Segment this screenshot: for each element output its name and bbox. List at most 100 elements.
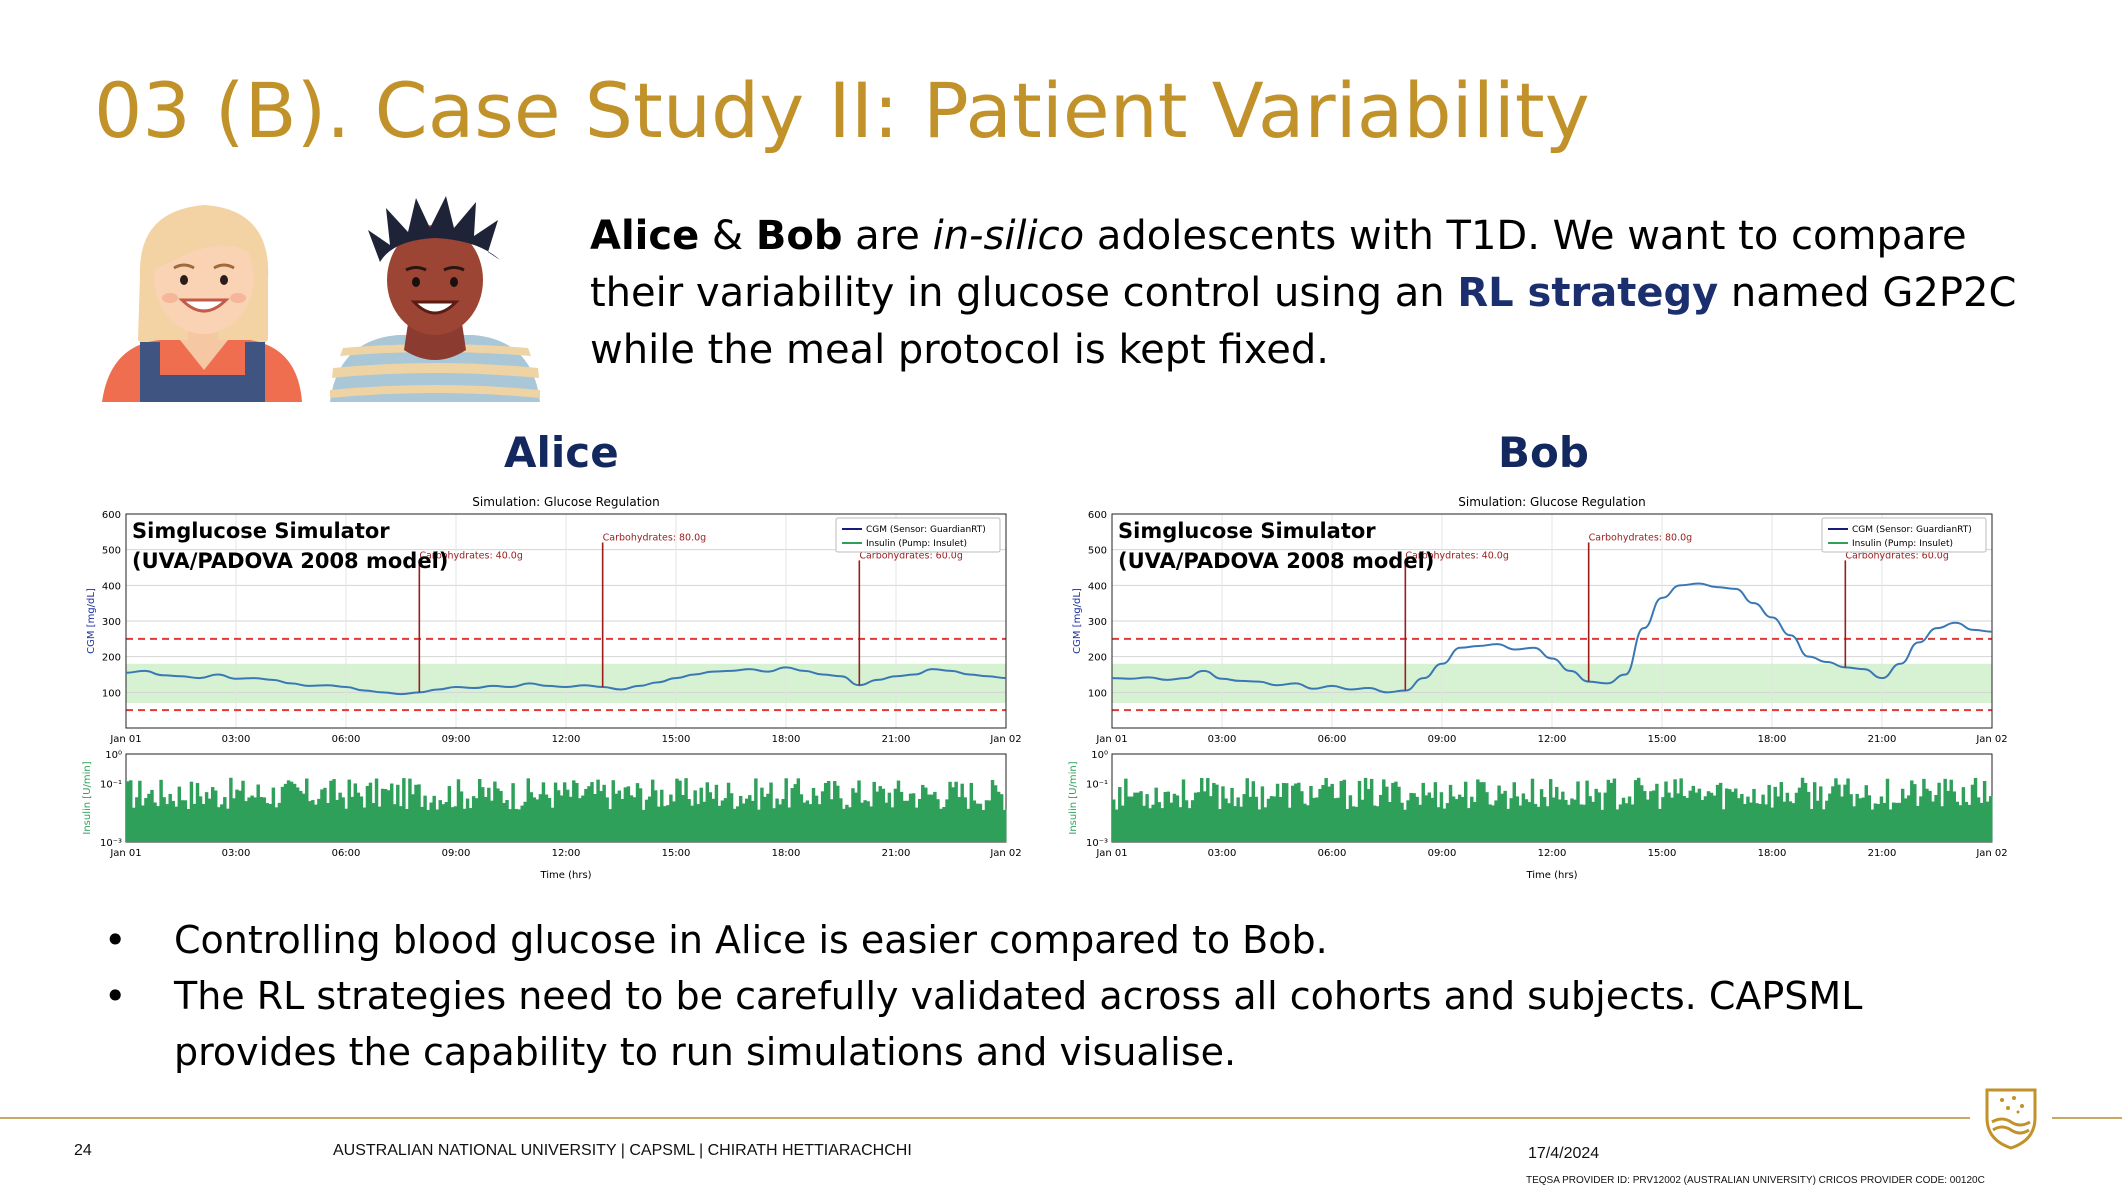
insulin-bar [823, 782, 828, 842]
insulin-bar [811, 787, 816, 842]
insulin-bar [514, 808, 518, 842]
insulin-bar [1336, 797, 1340, 842]
footer-date: 17/4/2024 [1528, 1145, 1600, 1162]
intro-text: & [699, 213, 756, 259]
insulin-bar [235, 789, 239, 842]
overlay-subtitle: (UVA/PADOVA 2008 model) [132, 549, 448, 573]
insulin-bar [1882, 802, 1887, 842]
insulin-bar [1369, 778, 1374, 842]
insulin-bar [1664, 781, 1668, 842]
insulin-bar [1564, 799, 1568, 842]
insulin-bar [1412, 793, 1416, 842]
insulin-bar [547, 797, 552, 842]
insulin-bar [1734, 788, 1738, 842]
insulin-bar [1333, 798, 1337, 842]
insulin-bar [1958, 805, 1963, 842]
x-tick-label: Jan 01 [1095, 734, 1127, 745]
insulin-bar [717, 805, 722, 842]
insulin-bar [1606, 779, 1611, 842]
insulin-bar [781, 798, 785, 842]
insulin-bar [839, 798, 843, 842]
insulin-bar [720, 800, 725, 842]
insulin-bar [1737, 798, 1741, 842]
insulin-bar [1570, 798, 1574, 842]
insulin-bar [1925, 788, 1929, 842]
insulin-bar [1703, 796, 1708, 842]
insulin-bar [939, 808, 943, 842]
bullet-list: • Controlling blood glucose in Alice is … [100, 912, 2000, 1080]
intro-text: named G2P2C while the meal protocol is k… [590, 270, 2017, 373]
insulin-bar [1979, 802, 1984, 842]
insulin-bar [1248, 796, 1252, 842]
insulin-bar [1806, 791, 1811, 842]
chart-title: Simulation: Glucose Regulation [472, 495, 659, 509]
insulin-bar [857, 780, 861, 842]
y-tick-label: 300 [1088, 617, 1107, 628]
cgm-series-line [1111, 582, 1993, 694]
insulin-bar [396, 784, 400, 842]
insulin-bar [981, 809, 986, 842]
insulin-bar [423, 795, 427, 842]
insulin-bar [550, 807, 555, 842]
insulin-bar [854, 792, 858, 842]
insulin-bar [402, 778, 406, 842]
y-tick-label: 100 [102, 688, 121, 699]
insulin-bar [863, 800, 867, 842]
insulin-bar [465, 798, 470, 842]
insulin-bar [1169, 802, 1174, 842]
insulin-bar [1521, 793, 1526, 842]
insulin-bar [411, 794, 415, 842]
insulin-bar [210, 787, 215, 842]
insulin-bar [802, 802, 807, 842]
insulin-bar [1888, 809, 1893, 842]
insulin-bar [338, 792, 342, 842]
insulin-bar [714, 784, 719, 842]
insulin-bar [833, 781, 837, 842]
insulin-bar [286, 780, 291, 842]
insulin-bar [559, 795, 564, 842]
insulin-bar [1724, 788, 1729, 842]
insulin-bar [1913, 784, 1917, 842]
insulin-bar [1318, 788, 1322, 842]
insulin-bar [945, 799, 949, 842]
x-tick-label: 12:00 [552, 734, 581, 745]
insulin-bar [232, 798, 236, 842]
insulin-bar [1667, 792, 1671, 842]
insulin-bar [1928, 790, 1932, 842]
insulin-bar [1464, 781, 1468, 842]
insulin-bar [1670, 797, 1674, 842]
insulin-bar [229, 777, 233, 842]
insulin-bar [1230, 787, 1234, 842]
insulin-bar [990, 780, 995, 842]
insulin-bar [541, 782, 546, 842]
insulin-bar [1372, 805, 1377, 842]
insulin-bar [1940, 806, 1944, 842]
insulin-bar [459, 791, 464, 842]
insulin-bar [150, 789, 154, 842]
insulin-bar [842, 808, 846, 842]
insulin-bar [1379, 794, 1383, 842]
insulin-bar [1946, 790, 1950, 842]
insulin-bar [1139, 791, 1143, 842]
insulin-bar [1573, 799, 1577, 842]
insulin-bar [845, 804, 849, 842]
insulin-bar [1476, 779, 1480, 842]
insulin-bar [1834, 778, 1838, 842]
insulin-bar [948, 781, 952, 842]
insulin-x-tick-label: 18:00 [1758, 848, 1787, 859]
insulin-bar [1755, 803, 1759, 842]
insulin-bar [884, 802, 889, 842]
insulin-bar [1694, 792, 1699, 842]
slide-title: 03 (B). Case Study II: Patient Variabili… [94, 66, 1590, 155]
insulin-bar [1348, 795, 1353, 842]
insulin-bar [1312, 797, 1316, 842]
insulin-bar [1200, 777, 1204, 842]
insulin-bar [742, 803, 746, 842]
insulin-bar [1278, 796, 1283, 842]
insulin-bar [1715, 784, 1720, 842]
insulin-bar [623, 787, 628, 842]
bullet-text: Controlling blood glucose in Alice is ea… [174, 918, 1328, 962]
insulin-bar [581, 795, 585, 842]
bullet-text: The RL strategies need to be carefully v… [174, 974, 1863, 1074]
insulin-bar [1618, 804, 1623, 842]
